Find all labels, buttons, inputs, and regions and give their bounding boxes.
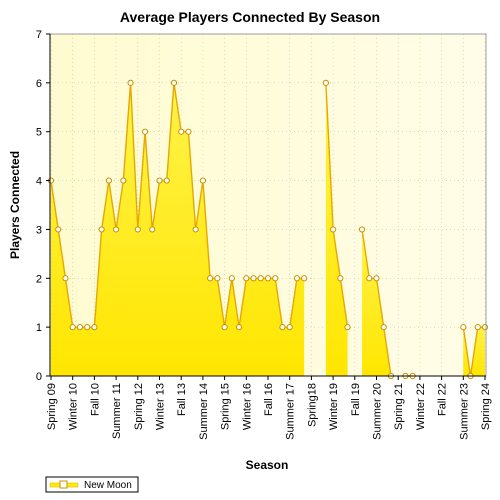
data-point [192,226,199,233]
data-point [474,324,481,331]
data-point [286,324,293,331]
y-tick-label: 6 [36,78,42,90]
x-tick-label: Spring 24 [480,383,492,430]
chart-title: Average Players Connected By Season [120,9,380,25]
data-point [228,275,235,282]
x-tick-label: Fall 10 [89,383,101,416]
data-point [322,79,329,86]
data-point [141,128,149,135]
data-point [199,177,206,184]
x-tick-label: Summer 17 [285,383,297,440]
x-axis-label: Season [246,458,289,472]
series-points [47,79,489,380]
data-point [105,177,112,184]
x-tick-label: Spring 15 [220,383,232,430]
series-area [50,82,485,377]
x-tick-label: Spring 21 [393,383,405,430]
y-tick-label: 3 [36,224,42,236]
x-tick-label: Summer 23 [458,383,470,440]
data-point [113,226,120,233]
y-tick-label: 4 [36,176,42,188]
data-point [250,275,257,282]
data-point [185,128,192,135]
legend: New Moon [45,476,139,493]
x-tick-label: Winter 16 [241,383,253,430]
data-point [380,324,387,331]
data-point [178,128,185,135]
data-point [76,324,84,331]
data-point [98,226,105,233]
legend-label: New Moon [84,480,132,491]
series-area-segment [51,82,305,376]
y-tick-label: 7 [36,29,42,41]
data-point [272,275,279,282]
data-point [330,226,337,233]
y-tick-label: 0 [36,371,42,383]
data-point [207,275,214,282]
y-tick-label: 5 [36,127,42,139]
data-point [344,324,351,331]
data-point [163,177,170,184]
x-tick-label: Winter 19 [328,383,340,430]
x-tick-label: Fall 22 [437,383,449,416]
data-point [134,226,141,233]
legend-marker [59,480,68,489]
data-point [149,226,156,233]
x-tick-labels: Spring 09 Winter 10 Fall 10 Summer 11 Spring… [46,376,492,440]
data-point [127,79,134,86]
y-tick-labels: 0 1 2 3 4 5 6 7 [36,29,50,383]
data-point [373,275,380,282]
data-point [84,324,91,331]
x-tick-label: Spring 12 [133,383,145,430]
y-tick-label: 1 [36,322,42,334]
x-tick-label: Spring18 [306,383,318,427]
x-tick-label: Fall 13 [176,383,188,416]
x-tick-label: Winter 22 [415,383,427,430]
data-point [55,226,62,233]
data-point [91,324,98,331]
data-point [460,324,467,331]
data-point [301,275,308,282]
data-point [170,79,178,86]
data-point [62,275,69,282]
data-point [293,275,301,282]
data-point [264,275,272,282]
data-point [221,324,228,331]
data-point [156,177,163,184]
data-point [481,324,489,331]
x-tick-label: Summer 11 [111,383,123,439]
legend-box [45,476,139,493]
data-point [358,226,366,233]
series-line-segment [462,326,485,377]
data-point [69,324,76,331]
data-point [279,324,286,331]
data-point [337,275,344,282]
x-tick-label: Fall 19 [350,383,362,416]
data-point [366,275,373,282]
y-tick-label: 2 [36,273,42,285]
x-tick-label: Spring 09 [46,383,58,430]
x-tick-label: Winter 10 [68,383,80,430]
data-point [235,324,243,331]
series-line-segment [325,82,349,328]
data-point [257,275,264,282]
x-tick-label: Summer 20 [372,383,384,440]
data-point [214,275,221,282]
data-point [243,275,250,282]
series-area-segment [325,82,348,376]
series-area-segment [362,229,391,376]
x-tick-label: Fall 16 [263,383,275,416]
y-axis-label: Players Connected [8,151,22,259]
x-tick-label: Winter 13 [155,383,167,430]
x-tick-label: Summer 14 [198,383,210,440]
data-point [120,177,127,184]
